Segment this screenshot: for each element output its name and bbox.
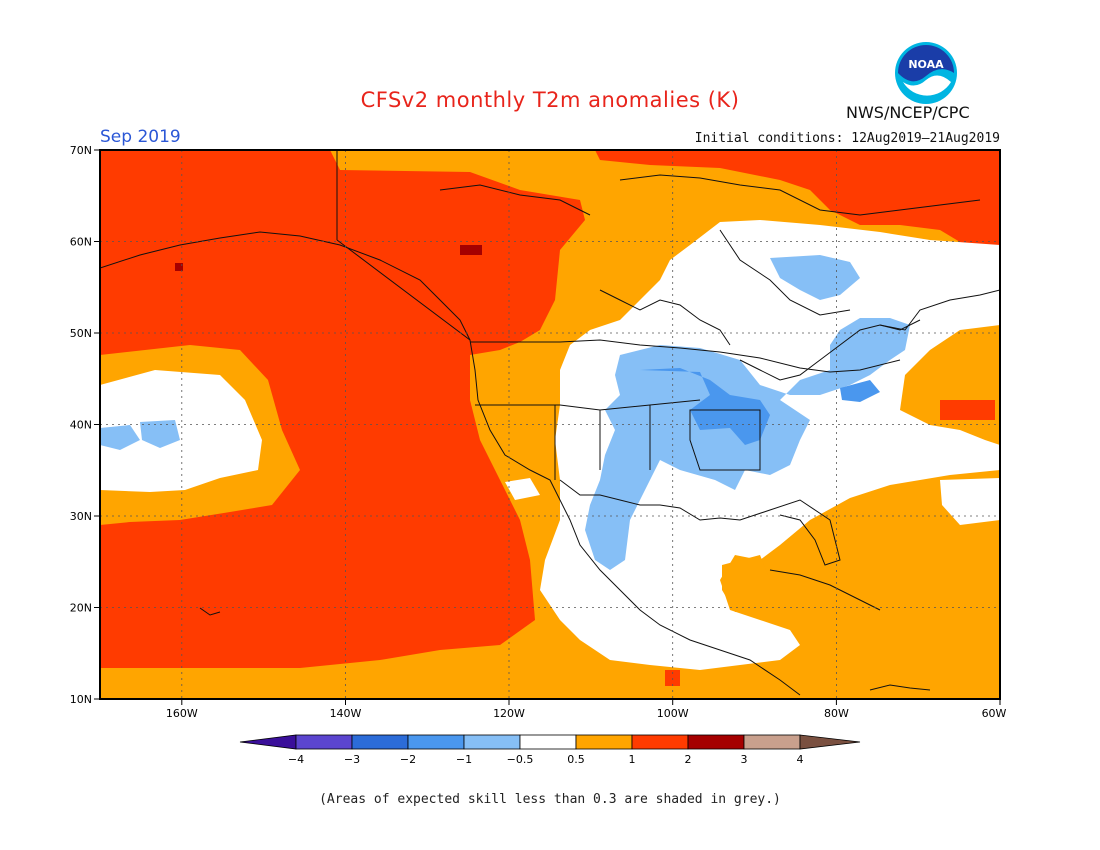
lon-label: 60W bbox=[982, 707, 1007, 720]
anomaly-region-plus2-a bbox=[460, 245, 482, 255]
valid-month-label: Sep 2019 bbox=[100, 127, 181, 147]
colorbar-swatch bbox=[407, 734, 465, 750]
map-title: CFSv2 monthly T2m anomalies (K) bbox=[360, 88, 740, 112]
noaa-logo-text: NOAA bbox=[908, 58, 944, 71]
colorbar-label: −1 bbox=[456, 753, 472, 766]
skill-footnote: (Areas of expected skill less than 0.3 a… bbox=[319, 792, 781, 807]
lat-label: 70N bbox=[70, 144, 92, 157]
colorbar-swatch bbox=[519, 734, 577, 750]
neutral-region-pacific bbox=[100, 370, 262, 492]
colorbar-swatch bbox=[351, 734, 409, 750]
lat-label: 30N bbox=[70, 510, 92, 523]
lon-label: 160W bbox=[166, 707, 198, 720]
noaa-logo: NOAA bbox=[895, 42, 957, 104]
lat-label: 50N bbox=[70, 327, 92, 340]
colorbar-swatch bbox=[295, 734, 353, 750]
lat-label: 20N bbox=[70, 602, 92, 615]
initial-conditions-label: Initial conditions: 12Aug2019–21Aug2019 bbox=[694, 131, 1000, 146]
lon-label: 100W bbox=[657, 707, 689, 720]
graticule bbox=[100, 150, 1000, 699]
colorbar-label: 1 bbox=[629, 753, 636, 766]
anomaly-region-minus05-pacific-b bbox=[140, 420, 180, 448]
neutral-patch-atlantic bbox=[940, 478, 1000, 525]
anomaly-region-minus1-core bbox=[640, 368, 770, 445]
lat-label: 60N bbox=[70, 236, 92, 249]
colorbar-label: −3 bbox=[344, 753, 360, 766]
lon-label: 80W bbox=[824, 707, 849, 720]
anomaly-region-plus2-b bbox=[175, 263, 183, 271]
colorbar-label: 3 bbox=[741, 753, 748, 766]
coastlines bbox=[100, 150, 1000, 696]
colorbar-label: 2 bbox=[685, 753, 692, 766]
colorbar-swatch bbox=[743, 734, 801, 750]
colorbar-label: 4 bbox=[797, 753, 804, 766]
anomaly-region-minus05-pacific-a bbox=[100, 425, 140, 450]
anomaly-region-plus1-north bbox=[595, 150, 1000, 245]
colorbar-swatch bbox=[631, 734, 689, 750]
anomaly-patch-caribbean bbox=[722, 555, 770, 612]
agency-label: NWS/NCEP/CPC bbox=[846, 103, 970, 122]
lon-label: 140W bbox=[330, 707, 362, 720]
lon-label: 120W bbox=[493, 707, 525, 720]
colorbar-swatch bbox=[575, 734, 633, 750]
colorbar-swatch bbox=[463, 734, 521, 750]
anomaly-region-plus1-atlantic bbox=[940, 400, 995, 420]
colorbar-label: 0.5 bbox=[567, 753, 585, 766]
colorbar-swatch bbox=[687, 734, 745, 750]
colorbar bbox=[239, 734, 861, 750]
colorbar-label: −4 bbox=[288, 753, 304, 766]
neutral-patch-baja bbox=[505, 478, 540, 500]
anomaly-region-plus1-west bbox=[100, 150, 585, 668]
lat-label: 10N bbox=[70, 693, 92, 706]
axis-ticks bbox=[94, 149, 1001, 705]
anomaly-region-minus05-hudson bbox=[770, 255, 860, 300]
colorbar-label: −0.5 bbox=[507, 753, 534, 766]
colorbar-swatch-max bbox=[799, 734, 861, 750]
colorbar-label: −2 bbox=[400, 753, 416, 766]
colorbar-swatch-min bbox=[239, 734, 297, 750]
lat-label: 40N bbox=[70, 419, 92, 432]
anomaly-region-minus1-lakes bbox=[840, 380, 880, 402]
